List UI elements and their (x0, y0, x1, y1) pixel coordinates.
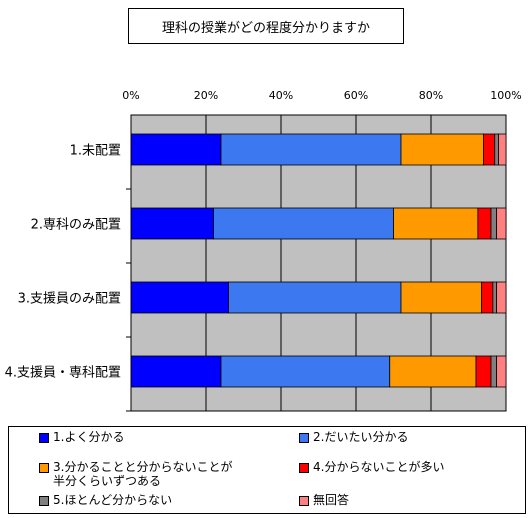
bar-segment (400, 133, 484, 166)
bar-segment (490, 355, 498, 388)
legend-label: 2.だいたい分かる (313, 430, 409, 444)
bar-segment (130, 207, 214, 240)
bar-segment (494, 133, 499, 166)
bar-segment (228, 281, 402, 314)
bar-segment (490, 207, 498, 240)
bar-segment (130, 355, 222, 388)
x-tick-label: 80% (419, 89, 443, 102)
legend-swatch (39, 463, 49, 473)
bar-segment (481, 281, 494, 314)
legend-swatch (39, 496, 49, 506)
legend-label: 1.よく分かる (53, 430, 125, 444)
legend-label: 無回答 (313, 493, 350, 507)
legend-item: 4.分からないことが多い (299, 460, 444, 474)
bar-segment (483, 133, 496, 166)
x-tick-label: 20% (194, 89, 218, 102)
legend-item: 1.よく分かる (39, 430, 124, 444)
bar-segment (496, 207, 507, 240)
bar-segment (393, 207, 479, 240)
bar-segment (400, 281, 483, 314)
bar-segment (220, 133, 402, 166)
category-label: 1.未配置 (70, 144, 121, 159)
bar-segment (496, 355, 507, 388)
bar-segment (220, 355, 391, 388)
bar-segment (130, 281, 229, 314)
legend-item: 5.ほとんど分からない (39, 493, 172, 507)
legend-swatch (299, 463, 309, 473)
bar-segment (130, 133, 222, 166)
legend-swatch (39, 433, 49, 443)
category-label: 3.支援員のみ配置 (18, 292, 121, 307)
bar-segment (496, 281, 507, 314)
bar-segment (492, 281, 498, 314)
bar-segment (498, 133, 507, 166)
legend-swatch (299, 433, 309, 443)
x-tick-label: 100% (490, 89, 521, 102)
bar-segment (475, 355, 492, 388)
legend-item: 2.だいたい分かる (299, 430, 408, 444)
chart-title: 理科の授業がどの程度分かりますか (128, 8, 404, 44)
legend-label: 5.ほとんど分からない (53, 493, 173, 507)
legend-label: 4.分からないことが多い (313, 460, 445, 474)
chart-legend: 1.よく分かる 2.だいたい分かる 3.分かることと分からないことが 半分くらいずつ… (8, 426, 526, 514)
legend-item: 3.分かることと分からないことが 半分くらいずつある (39, 460, 232, 488)
x-tick-label: 60% (344, 89, 368, 102)
legend-item: 無回答 (299, 493, 349, 507)
bar-segment (213, 207, 394, 240)
bar-segment (477, 207, 492, 240)
category-label: 2.専科のみ配置 (31, 218, 121, 233)
category-label: 4.支援員・専科配置 (5, 366, 121, 381)
legend-swatch (299, 496, 309, 506)
x-tick-label: 0% (122, 89, 139, 102)
bar-segment (389, 355, 477, 388)
x-tick-label: 40% (269, 89, 293, 102)
legend-label: 3.分かることと分からないことが 半分くらいずつある (53, 460, 233, 488)
stacked-bar-chart: 0% 20% 40% 60% 80% 100% 1.未配置 2.専科のみ配置 3.支援員のみ配置… (5, 89, 522, 412)
